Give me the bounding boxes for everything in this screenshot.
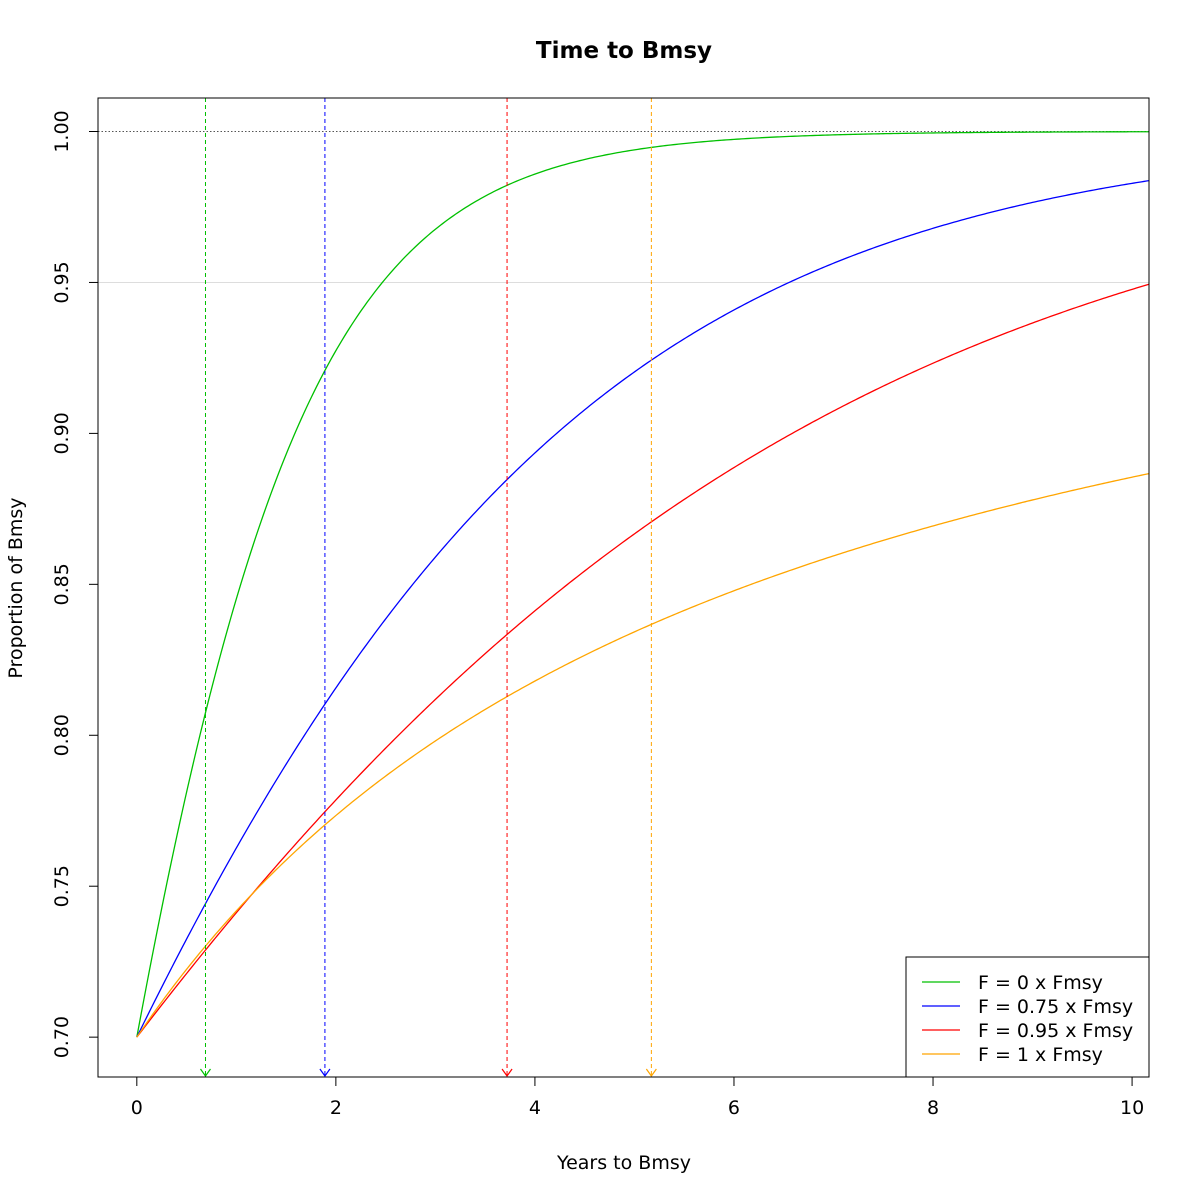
y-tick-label: 1.00 (51, 110, 73, 152)
x-axis-label: Years to Bmsy (556, 1152, 691, 1174)
y-tick-label: 0.85 (51, 563, 73, 605)
x-tick-label: 4 (529, 1097, 541, 1119)
x-tick-label: 6 (728, 1097, 740, 1119)
time-marker-arrow-2 (501, 1068, 513, 1077)
y-axis-label: Proportion of Bmsy (5, 497, 27, 678)
y-tick-label: 0.70 (51, 1016, 73, 1058)
legend-label: F = 0 x Fmsy (978, 972, 1103, 994)
series-line-2 (136, 283, 1149, 1038)
series-line-1 (136, 179, 1149, 1038)
x-tick-label: 0 (131, 1097, 143, 1119)
time-marker-arrow-0 (200, 1068, 211, 1077)
time-marker-arrow-3 (645, 1068, 657, 1077)
plot-area (98, 98, 1149, 1077)
x-tick-label: 2 (330, 1097, 342, 1119)
x-tick-label: 8 (927, 1097, 939, 1119)
x-axis: 0 2 4 6 8 10 (131, 1076, 1144, 1119)
series-line-3 (136, 472, 1149, 1038)
legend-box (905, 956, 1150, 1078)
legend-label: F = 0.95 x Fmsy (978, 1020, 1133, 1042)
y-tick-label: 0.75 (51, 865, 73, 907)
series-line-0 (136, 131, 1149, 1038)
legend-label: F = 0.75 x Fmsy (978, 996, 1133, 1018)
y-axis: 0.70 0.75 0.80 0.85 0.90 0.95 1.00 (51, 110, 98, 1058)
chart-title: Time to Bmsy (536, 38, 712, 64)
y-tick-label: 0.95 (51, 261, 73, 303)
legend-label: F = 1 x Fmsy (978, 1044, 1103, 1066)
x-tick-label: 10 (1120, 1097, 1144, 1119)
y-tick-label: 0.80 (51, 714, 73, 756)
time-marker-arrow-1 (319, 1068, 331, 1077)
y-tick-label: 0.90 (51, 412, 73, 454)
